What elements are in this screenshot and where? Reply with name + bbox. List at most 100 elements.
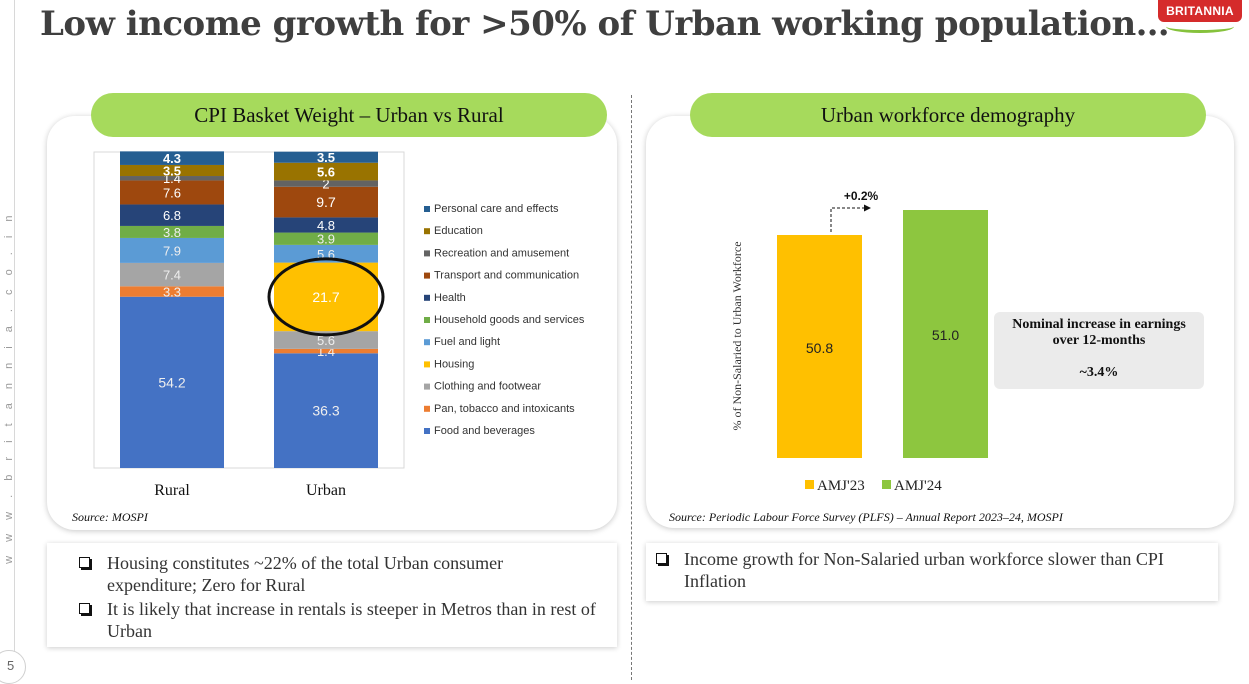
cpi-stacked-bar-chart: 54.23.37.47.93.86.87.61.43.54.336.31.45.… bbox=[93, 150, 585, 499]
bar-value-label: 7.6 bbox=[163, 185, 181, 200]
bar-value-label: 3.8 bbox=[163, 225, 181, 240]
callout-value: ~3.4% bbox=[1079, 365, 1119, 380]
bullet-item-rentals: It is likely that increase in rentals is… bbox=[77, 598, 597, 642]
bar-segment bbox=[274, 162, 378, 181]
slide-title: Low income growth for >50% of Urban work… bbox=[40, 4, 1170, 44]
workforce-panel-heading: Urban workforce demography bbox=[690, 93, 1206, 137]
legend-swatch bbox=[424, 228, 430, 235]
bar-segment bbox=[120, 237, 224, 263]
bar-value-label: 7.9 bbox=[163, 243, 181, 258]
logo-text: BRITANNIA bbox=[1158, 0, 1242, 22]
legend-label: Personal care and effects bbox=[434, 203, 559, 215]
bar-value-label: 2 bbox=[322, 177, 329, 192]
growth-arrow-icon bbox=[830, 204, 871, 232]
bar-segment bbox=[274, 217, 378, 233]
legend-swatch bbox=[424, 339, 430, 346]
legend-swatch bbox=[424, 383, 430, 390]
bar-segment bbox=[120, 204, 224, 226]
workforce-bar bbox=[903, 210, 988, 458]
bar-segment bbox=[274, 180, 378, 187]
website-url-vertical: w w w . b r i t a n n i a . c o . i n bbox=[3, 210, 15, 564]
legend-swatch bbox=[424, 250, 430, 257]
x-axis-label: Rural bbox=[154, 482, 190, 499]
bar-value-label: 54.2 bbox=[158, 374, 185, 390]
bullet-text: Housing constitutes ~22% of the total Ur… bbox=[107, 553, 504, 595]
legend-label: Clothing and footwear bbox=[434, 381, 541, 393]
legend-swatch bbox=[424, 206, 430, 212]
bar-segment bbox=[120, 151, 224, 165]
bar-value-label: 50.8 bbox=[806, 340, 833, 356]
bar-segment bbox=[274, 262, 378, 332]
cpi-source-note: Source: MOSPI bbox=[72, 510, 148, 524]
legend-label: AMJ'24 bbox=[894, 478, 942, 494]
bar-segment bbox=[274, 348, 378, 354]
earnings-callout: Nominal increase in earnings over 12-mon… bbox=[994, 312, 1204, 389]
bar-segment bbox=[120, 225, 224, 238]
cpi-panel-heading: CPI Basket Weight – Urban vs Rural bbox=[91, 93, 607, 137]
bar-value-label: 3.9 bbox=[317, 232, 335, 247]
legend-label: Education bbox=[434, 225, 483, 237]
bar-value-label: 21.7 bbox=[312, 289, 339, 305]
bar-value-label: 4.3 bbox=[163, 151, 181, 166]
bar-segment bbox=[120, 262, 224, 287]
legend-label: Food and beverages bbox=[434, 425, 535, 437]
workforce-source-note: Source: Periodic Labour Force Survey (PL… bbox=[669, 510, 1063, 524]
legend-label: Health bbox=[434, 292, 466, 304]
bar-value-label: 5.6 bbox=[317, 165, 335, 180]
bar-value-label: 9.7 bbox=[316, 194, 336, 210]
checkbox-bullet-icon bbox=[79, 557, 90, 568]
workforce-bullet-box: Income growth for Non-Salaried urban wor… bbox=[646, 543, 1218, 601]
growth-annotation: +0.2% bbox=[844, 189, 879, 203]
panel-divider bbox=[631, 95, 632, 680]
housing-highlight-ellipse bbox=[267, 257, 385, 337]
callout-line-1: Nominal increase in earnings bbox=[1012, 317, 1186, 332]
bar-segment bbox=[120, 180, 224, 205]
left-margin-line bbox=[14, 0, 15, 680]
legend-swatch bbox=[424, 272, 430, 279]
y-axis-label: % of Non-Salaried to Urban Workforce bbox=[730, 241, 744, 430]
bar-segment bbox=[120, 286, 224, 297]
bar-value-label: 36.3 bbox=[312, 403, 339, 419]
legend-swatch bbox=[424, 428, 430, 434]
legend-label: Pan, tobacco and intoxicants bbox=[434, 403, 575, 415]
bar-segment bbox=[274, 232, 378, 245]
legend-label: Fuel and light bbox=[434, 336, 500, 348]
bar-segment bbox=[274, 353, 378, 468]
workforce-bar bbox=[777, 235, 862, 458]
legend-label: Household goods and services bbox=[434, 314, 585, 326]
bar-segment bbox=[120, 164, 224, 177]
legend-label: Transport and communication bbox=[434, 270, 579, 282]
bar-value-label: 6.8 bbox=[163, 208, 181, 223]
britannia-logo: BRITANNIA bbox=[1158, 0, 1242, 33]
legend-swatch bbox=[805, 480, 814, 489]
legend-label: Housing bbox=[434, 358, 474, 370]
page-number: 5 bbox=[0, 650, 26, 684]
legend-swatch bbox=[882, 480, 891, 489]
bar-value-label: 3.5 bbox=[317, 150, 335, 165]
callout-line-2: over 12-months bbox=[1052, 333, 1146, 348]
legend-swatch bbox=[424, 361, 430, 368]
bar-segment bbox=[274, 151, 378, 163]
checkbox-bullet-icon bbox=[79, 603, 90, 614]
bullet-text: Income growth for Non-Salaried urban wor… bbox=[684, 549, 1164, 591]
bullet-item-housing: Housing constitutes ~22% of the total Ur… bbox=[77, 552, 597, 596]
legend-swatch bbox=[424, 294, 430, 301]
bar-segment bbox=[120, 176, 224, 181]
bullet-text: It is likely that increase in rentals is… bbox=[107, 599, 596, 641]
bar-value-label: 5.6 bbox=[317, 333, 335, 348]
bar-value-label: 51.0 bbox=[932, 327, 959, 343]
bar-segment bbox=[120, 296, 224, 468]
workforce-bar-chart: 50.8 51.0 % of Non-Salaried to Urban Workf… bbox=[730, 189, 988, 494]
bar-value-label: 3.3 bbox=[163, 285, 181, 300]
checkbox-bullet-icon bbox=[656, 553, 667, 564]
legend-swatch bbox=[424, 317, 430, 323]
bar-segment bbox=[274, 244, 378, 263]
bullet-item-income-growth: Income growth for Non-Salaried urban wor… bbox=[654, 548, 1198, 592]
bar-value-label: 4.8 bbox=[317, 218, 335, 233]
legend-label: Recreation and amusement bbox=[434, 247, 569, 259]
legend-swatch bbox=[424, 405, 430, 412]
x-axis-label: Urban bbox=[306, 482, 346, 499]
legend-label: AMJ'23 bbox=[817, 478, 865, 494]
bar-value-label: 3.5 bbox=[163, 163, 181, 178]
bar-value-label: 7.4 bbox=[163, 268, 181, 283]
